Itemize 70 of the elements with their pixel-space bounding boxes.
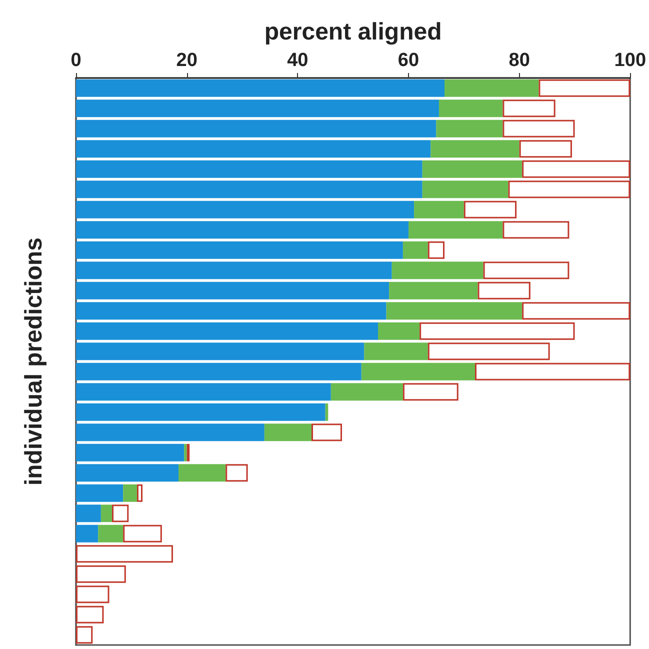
bar — [483, 262, 570, 280]
bar — [76, 444, 184, 462]
x-tick-label: 100 — [614, 50, 646, 71]
x-tick-label: 40 — [287, 50, 308, 71]
bar — [100, 504, 112, 522]
bar — [430, 140, 520, 158]
bar — [402, 241, 428, 259]
bar — [76, 342, 364, 360]
bar — [76, 79, 445, 97]
bar — [136, 484, 142, 502]
bar — [264, 424, 312, 442]
bar — [502, 221, 570, 239]
x-tick-label: 0 — [70, 50, 82, 71]
bar — [76, 120, 436, 138]
bar — [123, 484, 137, 502]
bar — [76, 424, 264, 442]
bar — [436, 120, 503, 138]
bar — [178, 464, 226, 482]
bar — [112, 504, 129, 522]
bar — [76, 180, 422, 198]
bar — [76, 403, 326, 421]
bar — [502, 100, 556, 118]
bar — [364, 342, 428, 360]
bar — [76, 160, 422, 178]
bar — [76, 241, 403, 259]
bar — [444, 79, 539, 97]
bar — [76, 504, 101, 522]
bar — [76, 383, 331, 401]
bar — [76, 262, 392, 280]
bar — [76, 484, 124, 502]
bar — [76, 221, 408, 239]
bar — [76, 200, 414, 218]
x-tick-label: 60 — [398, 50, 420, 71]
bar — [76, 464, 179, 482]
bar — [389, 282, 478, 300]
bar — [420, 322, 575, 340]
bar — [428, 342, 550, 360]
bar — [76, 302, 386, 320]
bar — [325, 403, 328, 421]
bar — [422, 180, 508, 198]
bar — [76, 100, 439, 118]
bar — [76, 140, 431, 158]
bar — [414, 200, 464, 218]
x-tick-label: 80 — [508, 50, 530, 71]
bar — [478, 282, 530, 300]
bar — [428, 241, 445, 259]
bar — [312, 424, 342, 442]
bar — [98, 524, 124, 542]
bar — [184, 444, 187, 462]
bar — [361, 362, 475, 380]
x-tick-label: 20 — [176, 50, 198, 71]
bar — [378, 322, 420, 340]
bar — [438, 100, 503, 118]
bar — [386, 302, 522, 320]
bar — [76, 362, 362, 380]
bar — [76, 282, 390, 300]
bar — [76, 524, 98, 542]
bar — [402, 383, 458, 401]
bar — [330, 383, 403, 401]
x-axis-title: percent aligned — [264, 18, 442, 46]
y-axis-title: individual predictions — [20, 237, 48, 486]
bar — [502, 120, 575, 138]
bar — [392, 262, 484, 280]
bar — [422, 160, 522, 178]
bar — [408, 221, 503, 239]
bar — [226, 464, 248, 482]
bar — [123, 524, 162, 542]
bar — [519, 140, 572, 158]
bar — [76, 322, 378, 340]
bar — [464, 200, 517, 218]
